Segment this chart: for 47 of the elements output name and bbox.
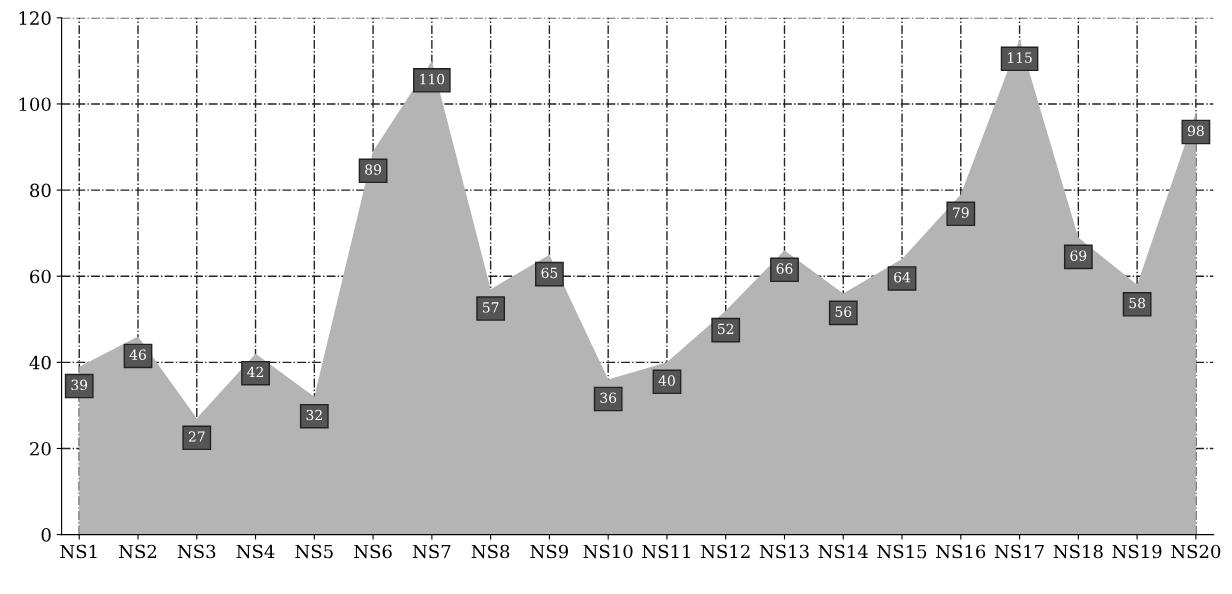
- y-tick-label: 60: [30, 269, 51, 284]
- x-tick-label: NS14: [818, 544, 868, 559]
- data-label: 42: [247, 366, 264, 377]
- data-label: 89: [365, 164, 381, 175]
- y-tick-label: 120: [19, 11, 51, 25]
- data-label: 40: [658, 375, 675, 386]
- data-label: 64: [894, 271, 911, 283]
- data-label: 57: [482, 302, 499, 313]
- data-label: 66: [776, 263, 793, 274]
- data-label: 52: [718, 323, 734, 335]
- data-label: 98: [1187, 125, 1204, 137]
- x-tick-label: NS13: [759, 544, 809, 559]
- data-label: 110: [420, 73, 445, 85]
- x-tick-label: NS9: [530, 544, 569, 559]
- y-tick-label: 0: [41, 528, 51, 542]
- x-tick-label: NS12: [701, 544, 750, 559]
- x-tick-label: NS3: [177, 544, 216, 559]
- x-tick-label: NS7: [412, 544, 451, 559]
- y-tick-label: 100: [19, 97, 51, 112]
- data-label: 27: [188, 431, 205, 442]
- x-tick-label: NS11: [642, 544, 690, 559]
- data-label: 58: [1129, 297, 1146, 309]
- x-tick-label: NS6: [354, 544, 392, 559]
- data-label: 32: [306, 409, 322, 421]
- x-tick-label: NS20: [1171, 544, 1221, 559]
- y-tick-label: 20: [30, 441, 51, 456]
- x-tick-label: NS19: [1112, 544, 1162, 559]
- x-tick-label: NS18: [1053, 544, 1103, 559]
- data-label: 46: [129, 349, 146, 360]
- x-tick-label: NS8: [471, 544, 510, 559]
- data-label: 65: [541, 267, 558, 279]
- x-tick-label: NS4: [236, 544, 275, 559]
- y-tick-label: 40: [29, 355, 51, 370]
- y-tick-label: 80: [30, 183, 51, 198]
- x-tick-label: NS10: [583, 544, 633, 559]
- x-tick-label: NS2: [119, 544, 157, 559]
- data-label: 56: [835, 306, 852, 317]
- data-label: 79: [953, 207, 969, 218]
- data-label: 39: [71, 379, 88, 391]
- x-tick-label: NS5: [295, 544, 333, 559]
- data-label: 69: [1070, 250, 1087, 261]
- data-label: 36: [600, 392, 617, 404]
- data-label: 115: [1008, 52, 1032, 63]
- x-tick-label: NS1: [60, 544, 97, 559]
- x-tick-label: NS16: [936, 544, 986, 559]
- x-tick-label: NS17: [994, 544, 1044, 559]
- x-tick-label: NS15: [877, 544, 927, 559]
